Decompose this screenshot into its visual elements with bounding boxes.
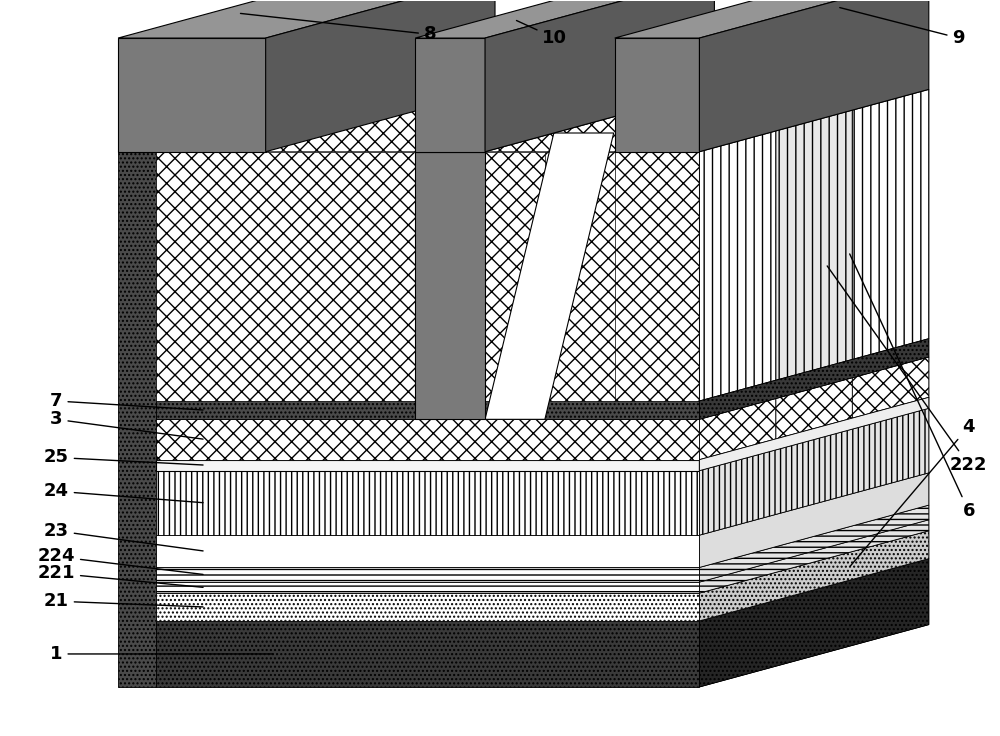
Text: 4: 4 [850, 417, 975, 566]
Polygon shape [156, 505, 929, 567]
Polygon shape [415, 152, 485, 420]
Polygon shape [699, 131, 776, 401]
Polygon shape [156, 473, 929, 535]
Polygon shape [156, 397, 929, 460]
Polygon shape [415, 89, 714, 152]
Text: 25: 25 [44, 448, 203, 467]
Text: 221: 221 [37, 565, 203, 587]
Polygon shape [156, 621, 699, 687]
Polygon shape [266, 0, 495, 152]
Text: 9: 9 [840, 7, 965, 47]
Polygon shape [156, 357, 929, 420]
Text: 7: 7 [50, 392, 203, 410]
Polygon shape [699, 0, 929, 152]
Polygon shape [699, 559, 929, 687]
Polygon shape [485, 0, 714, 152]
Polygon shape [699, 339, 929, 420]
Text: 21: 21 [44, 592, 203, 610]
Polygon shape [699, 531, 929, 621]
Polygon shape [699, 397, 929, 470]
Polygon shape [118, 38, 266, 152]
Polygon shape [699, 559, 929, 687]
Polygon shape [615, 38, 699, 152]
Polygon shape [699, 399, 776, 460]
Polygon shape [415, 0, 714, 38]
Polygon shape [852, 357, 929, 418]
Polygon shape [699, 505, 929, 582]
Polygon shape [118, 0, 495, 38]
Polygon shape [776, 110, 852, 381]
Polygon shape [776, 378, 852, 439]
Polygon shape [699, 408, 929, 535]
Text: 3: 3 [50, 411, 203, 439]
Polygon shape [118, 152, 156, 687]
Polygon shape [699, 520, 929, 593]
Polygon shape [156, 460, 699, 470]
Polygon shape [156, 567, 699, 582]
Polygon shape [415, 38, 485, 152]
Polygon shape [699, 473, 929, 567]
Polygon shape [699, 397, 929, 470]
Polygon shape [699, 520, 929, 593]
Polygon shape [699, 408, 929, 535]
Polygon shape [615, 0, 929, 38]
Polygon shape [156, 559, 929, 621]
Text: 24: 24 [44, 482, 203, 503]
Text: 1: 1 [50, 645, 273, 663]
Polygon shape [156, 593, 699, 621]
Polygon shape [699, 505, 929, 582]
Polygon shape [156, 470, 699, 535]
Polygon shape [156, 401, 699, 420]
Text: 6: 6 [850, 254, 975, 520]
Polygon shape [156, 520, 929, 582]
Text: 224: 224 [37, 548, 203, 574]
Text: 222: 222 [827, 266, 987, 474]
Polygon shape [156, 535, 699, 567]
Polygon shape [545, 152, 615, 401]
Polygon shape [156, 89, 929, 152]
Text: 23: 23 [44, 522, 203, 551]
Polygon shape [699, 89, 929, 401]
Polygon shape [852, 89, 929, 359]
Polygon shape [156, 408, 929, 470]
Polygon shape [485, 133, 614, 420]
Text: 8: 8 [240, 13, 437, 43]
Polygon shape [699, 473, 929, 567]
Polygon shape [699, 339, 929, 420]
Polygon shape [156, 420, 699, 460]
Polygon shape [699, 357, 929, 460]
Polygon shape [699, 531, 929, 621]
Polygon shape [156, 152, 699, 401]
Polygon shape [156, 339, 929, 401]
Polygon shape [156, 531, 929, 593]
Text: 10: 10 [516, 21, 567, 47]
Polygon shape [118, 89, 385, 152]
Polygon shape [156, 582, 699, 593]
